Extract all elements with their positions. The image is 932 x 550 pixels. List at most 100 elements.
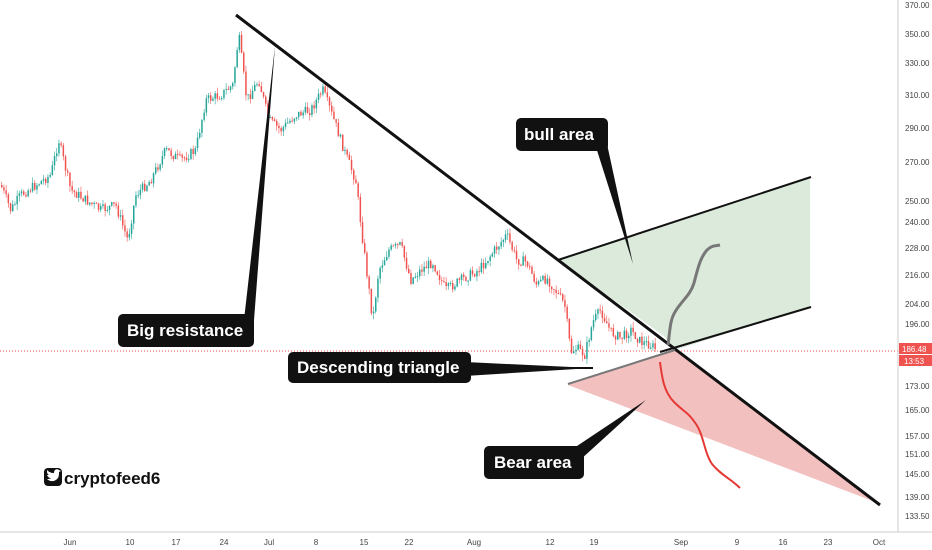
candle-body (58, 143, 60, 154)
candle-body (322, 86, 324, 95)
candle-body (608, 323, 610, 328)
candle-body (62, 145, 65, 157)
candle-body (106, 209, 109, 211)
bull-channel-lower-line (659, 306, 812, 353)
candle-body (443, 281, 445, 283)
candle-body (601, 310, 604, 318)
bull-area-label: bull area (524, 125, 594, 144)
candle-body (405, 257, 408, 269)
candle-body (12, 204, 14, 212)
candle-body (449, 282, 452, 284)
price-tick-label: 157.00 (905, 432, 930, 441)
candle-body (111, 202, 113, 206)
candle-body (493, 246, 496, 254)
candle-body (181, 154, 183, 158)
candle-body (342, 134, 344, 151)
candle-body (588, 340, 590, 342)
candle-body (218, 98, 221, 100)
price-tick-label: 370.00 (905, 1, 930, 10)
candle-body (139, 189, 142, 196)
candle-body (25, 194, 27, 197)
candle-body (579, 344, 582, 349)
candle-body (639, 336, 641, 343)
candle-body (73, 190, 76, 193)
candle-body (95, 202, 98, 204)
time-tick-label: 12 (546, 538, 555, 547)
candle-body (570, 338, 573, 354)
candle-body (170, 150, 172, 157)
price-tick-label: 204.00 (905, 300, 930, 309)
candle-body (577, 344, 579, 350)
candle-body (16, 195, 18, 205)
candle-body (381, 265, 384, 268)
candle-body (524, 256, 527, 262)
candle-body (337, 122, 340, 137)
big-resistance-callout (118, 314, 254, 347)
candle-body (128, 233, 131, 238)
projection-areas (558, 177, 878, 503)
time-axis-ticks: Jun 10 17 24 Jul 8 15 22 Aug 12 19 Sep 9 16 23 Oct (64, 538, 886, 547)
candle-body (282, 127, 285, 132)
candle-body (254, 84, 256, 92)
candle-body (467, 280, 469, 282)
price-tick-label: 151.00 (905, 450, 930, 459)
time-tick-label: 15 (360, 538, 369, 547)
candle-body (311, 105, 313, 115)
candle-body (64, 156, 67, 171)
candle-body (592, 320, 595, 328)
candle-body (214, 93, 216, 99)
candle-body (210, 95, 212, 101)
candle-body (531, 266, 533, 274)
candle-body (445, 282, 447, 287)
candle-body (504, 234, 507, 240)
candle-body (284, 122, 287, 128)
candle-body (31, 182, 34, 192)
price-axis: 370.00 350.00 330.00 310.00 290.00 270.00 250.… (897, 0, 932, 532)
candle-body (258, 84, 260, 87)
price-tick-label: 350.00 (905, 30, 930, 39)
candle-body (487, 261, 489, 264)
price-tick-label: 165.00 (905, 406, 930, 415)
time-tick-label: Aug (467, 538, 481, 547)
candle-body (221, 98, 223, 100)
candle-body (144, 183, 146, 191)
candle-body (403, 245, 406, 258)
candle-body (313, 105, 315, 109)
candle-body (328, 97, 331, 106)
candle-body (346, 149, 348, 155)
candle-body (234, 67, 236, 84)
candle-body (256, 84, 258, 86)
candle-body (157, 167, 159, 170)
candle-body (27, 190, 29, 197)
candle-body (460, 274, 463, 280)
candle-body (412, 277, 414, 284)
candle-body (480, 262, 483, 273)
candle-body (108, 205, 111, 210)
candle-body (632, 327, 634, 333)
candle-body (408, 268, 410, 274)
candle-body (599, 309, 601, 311)
candle-body (474, 274, 476, 277)
candle-body (185, 157, 188, 161)
candle-body (298, 111, 300, 118)
candle-body (564, 300, 566, 307)
candle-body (5, 190, 7, 195)
candle-body (368, 276, 370, 289)
candle-body (654, 343, 656, 350)
candle-body (49, 174, 51, 177)
candle-body (124, 225, 126, 232)
candle-body (133, 205, 135, 224)
candle-body (355, 179, 357, 184)
candle-body (247, 94, 249, 96)
candle-body (650, 347, 652, 349)
candle-body (485, 263, 487, 269)
candle-body (419, 269, 421, 277)
candle-body (498, 246, 500, 250)
candle-body (372, 311, 375, 314)
candle-body (399, 242, 401, 245)
candle-body (491, 253, 494, 257)
candle-body (507, 233, 509, 235)
candle-body (78, 191, 80, 198)
candle-body (130, 223, 133, 234)
time-tick-label: Jun (64, 538, 77, 547)
